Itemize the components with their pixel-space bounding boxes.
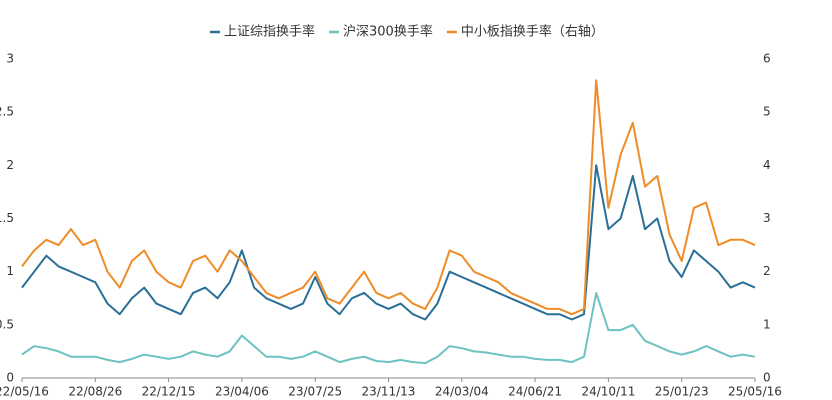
x-tick-label: 22/08/26 (68, 385, 122, 399)
y2-tick-label: 2 (763, 264, 771, 278)
x-tick-label: 24/06/21 (508, 385, 562, 399)
y2-tick-label: 5 (763, 105, 771, 119)
x-tick-label: 22/05/16 (0, 385, 49, 399)
y2-tick-label: 4 (763, 158, 771, 172)
series-line (21, 79, 756, 316)
legend-label: 上证综指换手率 (224, 24, 315, 40)
y2-tick-label: 0 (763, 371, 771, 385)
y-tick-label: 1 (6, 264, 14, 278)
legend-label: 沪深300换手率 (343, 24, 433, 40)
x-tick-label: 23/11/13 (362, 385, 416, 399)
y-tick-label: 0 (6, 371, 14, 385)
y-tick-label: 1.5 (0, 211, 14, 225)
series-line (21, 164, 756, 321)
y-tick-label: 2.5 (0, 105, 14, 119)
x-tick-label: 23/07/25 (288, 385, 342, 399)
x-tick-label: 25/01/23 (655, 385, 709, 399)
x-tick-label: 22/12/15 (142, 385, 196, 399)
y2-tick-label: 3 (763, 211, 771, 225)
y2-tick-label: 1 (763, 317, 771, 331)
x-tick-label: 23/04/06 (215, 385, 269, 399)
x-tick-label: 25/05/16 (728, 385, 782, 399)
y-tick-label: 2 (6, 158, 14, 172)
y-tick-label: 0.5 (0, 317, 14, 331)
y2-tick-label: 6 (763, 52, 771, 66)
legend-label: 中小板指换手率（右轴） (461, 24, 604, 40)
x-tick-label: 24/10/11 (581, 385, 635, 399)
series-line (21, 291, 756, 365)
x-tick-label: 24/03/04 (435, 385, 489, 399)
y-tick-label: 3 (6, 52, 14, 66)
